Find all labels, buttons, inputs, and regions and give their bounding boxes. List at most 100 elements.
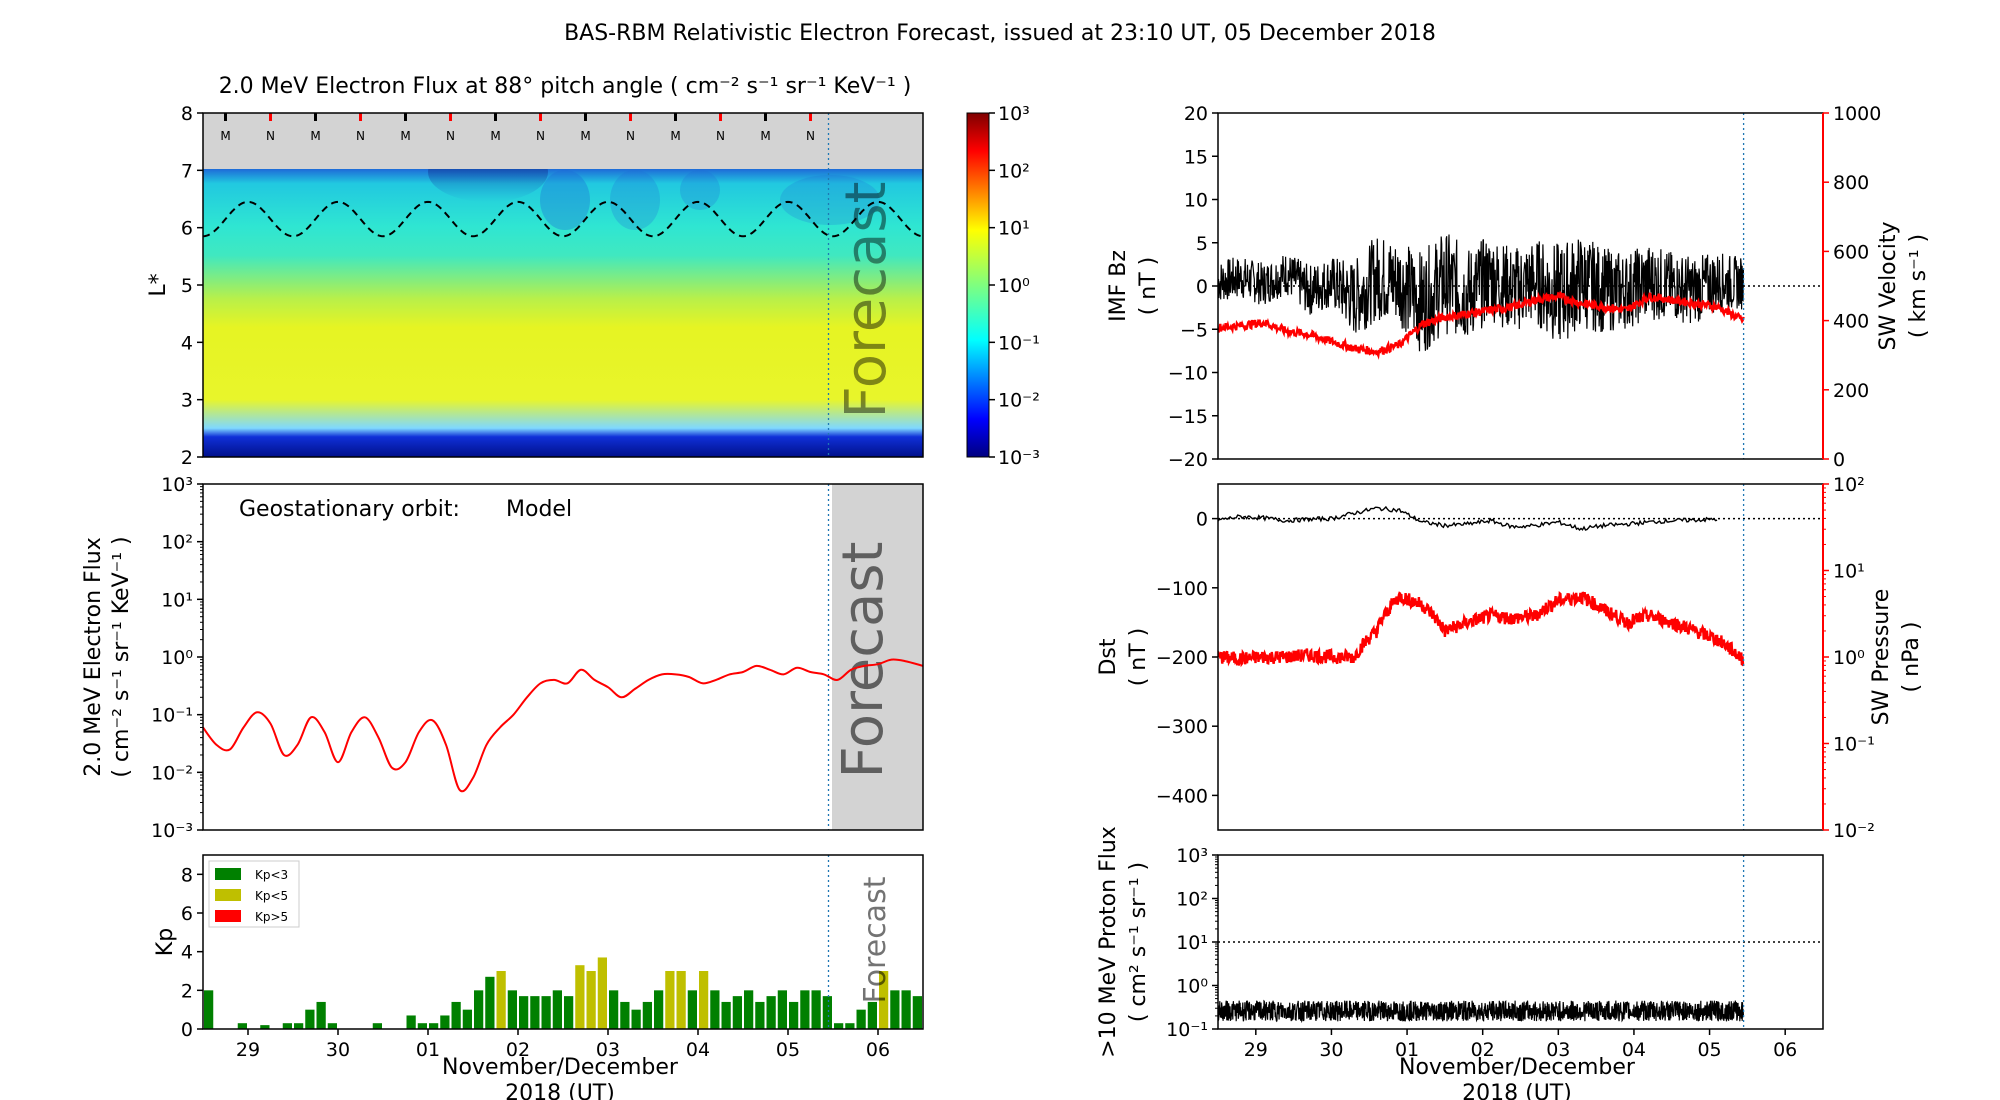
y-tick-label: 10⁻² xyxy=(1833,820,1875,842)
colorbar: 10³ 10² 10¹ 10⁰ 10⁻¹ 10⁻² 10⁻³ xyxy=(966,103,1040,469)
kp-bar xyxy=(372,1023,382,1029)
x-tick-label: 05 xyxy=(1697,1039,1721,1061)
mn-marker-label: M xyxy=(220,129,230,143)
y-tick-label: 10⁻² xyxy=(151,762,193,784)
y-tick-label: 5 xyxy=(181,275,193,297)
kp-bar xyxy=(777,990,787,1029)
kp-bar xyxy=(924,990,933,1029)
x-tick-label: 03 xyxy=(596,1039,620,1061)
kp-bar xyxy=(552,990,562,1029)
y-tick-label: 10¹ xyxy=(161,589,193,611)
left-x-ticks: 29 30 01 02 03 04 05 06 xyxy=(236,1029,890,1061)
x-tick-label: 04 xyxy=(1622,1039,1646,1061)
kp-bar xyxy=(620,1001,630,1029)
y-tick-label: 2 xyxy=(181,447,193,469)
y-tick-label: 0 xyxy=(1196,509,1208,531)
mn-marker-label: M xyxy=(400,129,410,143)
geo-ylabel-line2: ( cm⁻² s⁻¹ sr⁻¹ KeV⁻¹ ) xyxy=(109,536,134,777)
kp-axes-frame xyxy=(202,854,924,1030)
sw-pressure-line xyxy=(1218,591,1745,668)
kp-bar xyxy=(732,996,742,1029)
geo-forecast-shade xyxy=(832,484,923,830)
kp-y-ticks: 8 6 4 2 0 xyxy=(181,864,203,1041)
kp-bar xyxy=(406,1015,416,1029)
kp-bar xyxy=(507,990,517,1029)
y-tick-label: 10⁰ xyxy=(161,647,193,669)
y-tick-label: −100 xyxy=(1156,578,1208,600)
y-tick-label: −20 xyxy=(1168,449,1208,471)
y-tick-label: 200 xyxy=(1833,380,1869,402)
flux-dropout-region xyxy=(428,169,548,202)
kp-legend-swatch-red xyxy=(215,910,241,922)
x-tick-label: 06 xyxy=(866,1039,890,1061)
y-tick-label: 0 xyxy=(181,1019,193,1041)
left-xlabel-line2: 2018 (UT) xyxy=(505,1081,615,1100)
y-tick-label: −400 xyxy=(1156,785,1208,807)
y-tick-label: 1000 xyxy=(1833,103,1881,125)
kp-bar xyxy=(305,1009,315,1029)
sw-velocity-ylabel-line1: SW Velocity xyxy=(1876,221,1901,350)
mn-marker-label: M xyxy=(310,129,320,143)
lstar-y-ticks: 8 7 6 5 4 3 2 xyxy=(181,103,203,469)
x-tick-label: 05 xyxy=(776,1039,800,1061)
y-tick-label: −5 xyxy=(1180,319,1208,341)
y-tick-label: −200 xyxy=(1156,647,1208,669)
proton-panel: 10³ 10² 10¹ 10⁰ 10⁻¹ >10 MeV Proton Flux ( c… xyxy=(1096,826,1824,1058)
mn-marker-label: N xyxy=(626,129,635,143)
y-tick-label: 10³ xyxy=(161,474,193,496)
kp-bar xyxy=(462,1009,472,1029)
kp-bar xyxy=(519,996,529,1029)
kp-bar xyxy=(834,1023,844,1029)
kp-bar xyxy=(687,990,697,1029)
imf-panel: 20 15 10 5 0 −5 −10 −15 −20 1000 800 600 400 200 0 IM… xyxy=(1106,103,1931,471)
y-tick-label: 10³ xyxy=(1176,845,1208,867)
mn-marker-label: N xyxy=(266,129,275,143)
kp-bar xyxy=(586,971,596,1029)
mn-marker-band xyxy=(203,113,923,169)
sw-pressure-ylabel-line1: SW Pressure xyxy=(1869,589,1894,726)
colorbar-tick-label: 10⁻² xyxy=(998,390,1040,412)
kp-legend-label: Kp<3 xyxy=(255,868,288,882)
x-tick-label: 01 xyxy=(416,1039,440,1061)
kp-bar xyxy=(789,1001,799,1029)
kp-bar xyxy=(822,996,832,1029)
kp-bar xyxy=(316,1001,326,1029)
kp-legend-label: Kp<5 xyxy=(255,889,288,903)
kp-bar xyxy=(766,996,776,1029)
y-tick-label: 10² xyxy=(161,532,193,554)
y-tick-label: 10 xyxy=(1184,190,1208,212)
kp-bar xyxy=(879,971,889,1029)
y-tick-label: 10⁻³ xyxy=(151,820,193,842)
kp-bar xyxy=(631,1009,641,1029)
kp-forecast-watermark: Forecast xyxy=(858,876,893,1003)
kp-bar xyxy=(541,996,551,1029)
dst-left-ticks: 0 −100 −200 −300 −400 xyxy=(1156,509,1218,807)
y-tick-label: 15 xyxy=(1184,146,1208,168)
kp-bar xyxy=(755,1001,765,1029)
kp-bar xyxy=(440,1015,450,1029)
geo-axes-frame xyxy=(202,483,924,831)
kp-bar xyxy=(294,1023,304,1029)
kp-bar xyxy=(474,990,484,1029)
geo-annotation-model: Model xyxy=(506,497,572,522)
kp-bar xyxy=(800,990,810,1029)
kp-bar xyxy=(417,1023,427,1029)
kp-ylabel: Kp xyxy=(153,928,178,956)
y-tick-label: 3 xyxy=(181,390,193,412)
sw-pressure-ylabel-line2: ( nPa ) xyxy=(1899,622,1924,693)
y-tick-label: 6 xyxy=(181,218,193,240)
kp-legend-swatch-olive xyxy=(215,889,241,901)
kp-bar xyxy=(609,990,619,1029)
right-xlabel-line2: 2018 (UT) xyxy=(1462,1081,1572,1100)
colorbar-tick-label: 10⁻³ xyxy=(998,447,1040,469)
kp-panel: Forecast 8 6 4 2 0 Kp<3 Kp<5 Kp>5 Kp xyxy=(153,854,933,1041)
kp-bar xyxy=(654,990,664,1029)
geo-ylabel-line1: 2.0 MeV Electron Flux xyxy=(81,537,106,777)
x-tick-label: 02 xyxy=(1471,1039,1495,1061)
mn-marker-label: M xyxy=(760,129,770,143)
y-tick-label: 10⁻¹ xyxy=(151,705,193,727)
proton-y-ticks: 10³ 10² 10¹ 10⁰ 10⁻¹ xyxy=(1166,845,1218,1041)
kp-bar xyxy=(901,990,911,1029)
dst-ylabel-line2: ( nT ) xyxy=(1126,628,1151,687)
